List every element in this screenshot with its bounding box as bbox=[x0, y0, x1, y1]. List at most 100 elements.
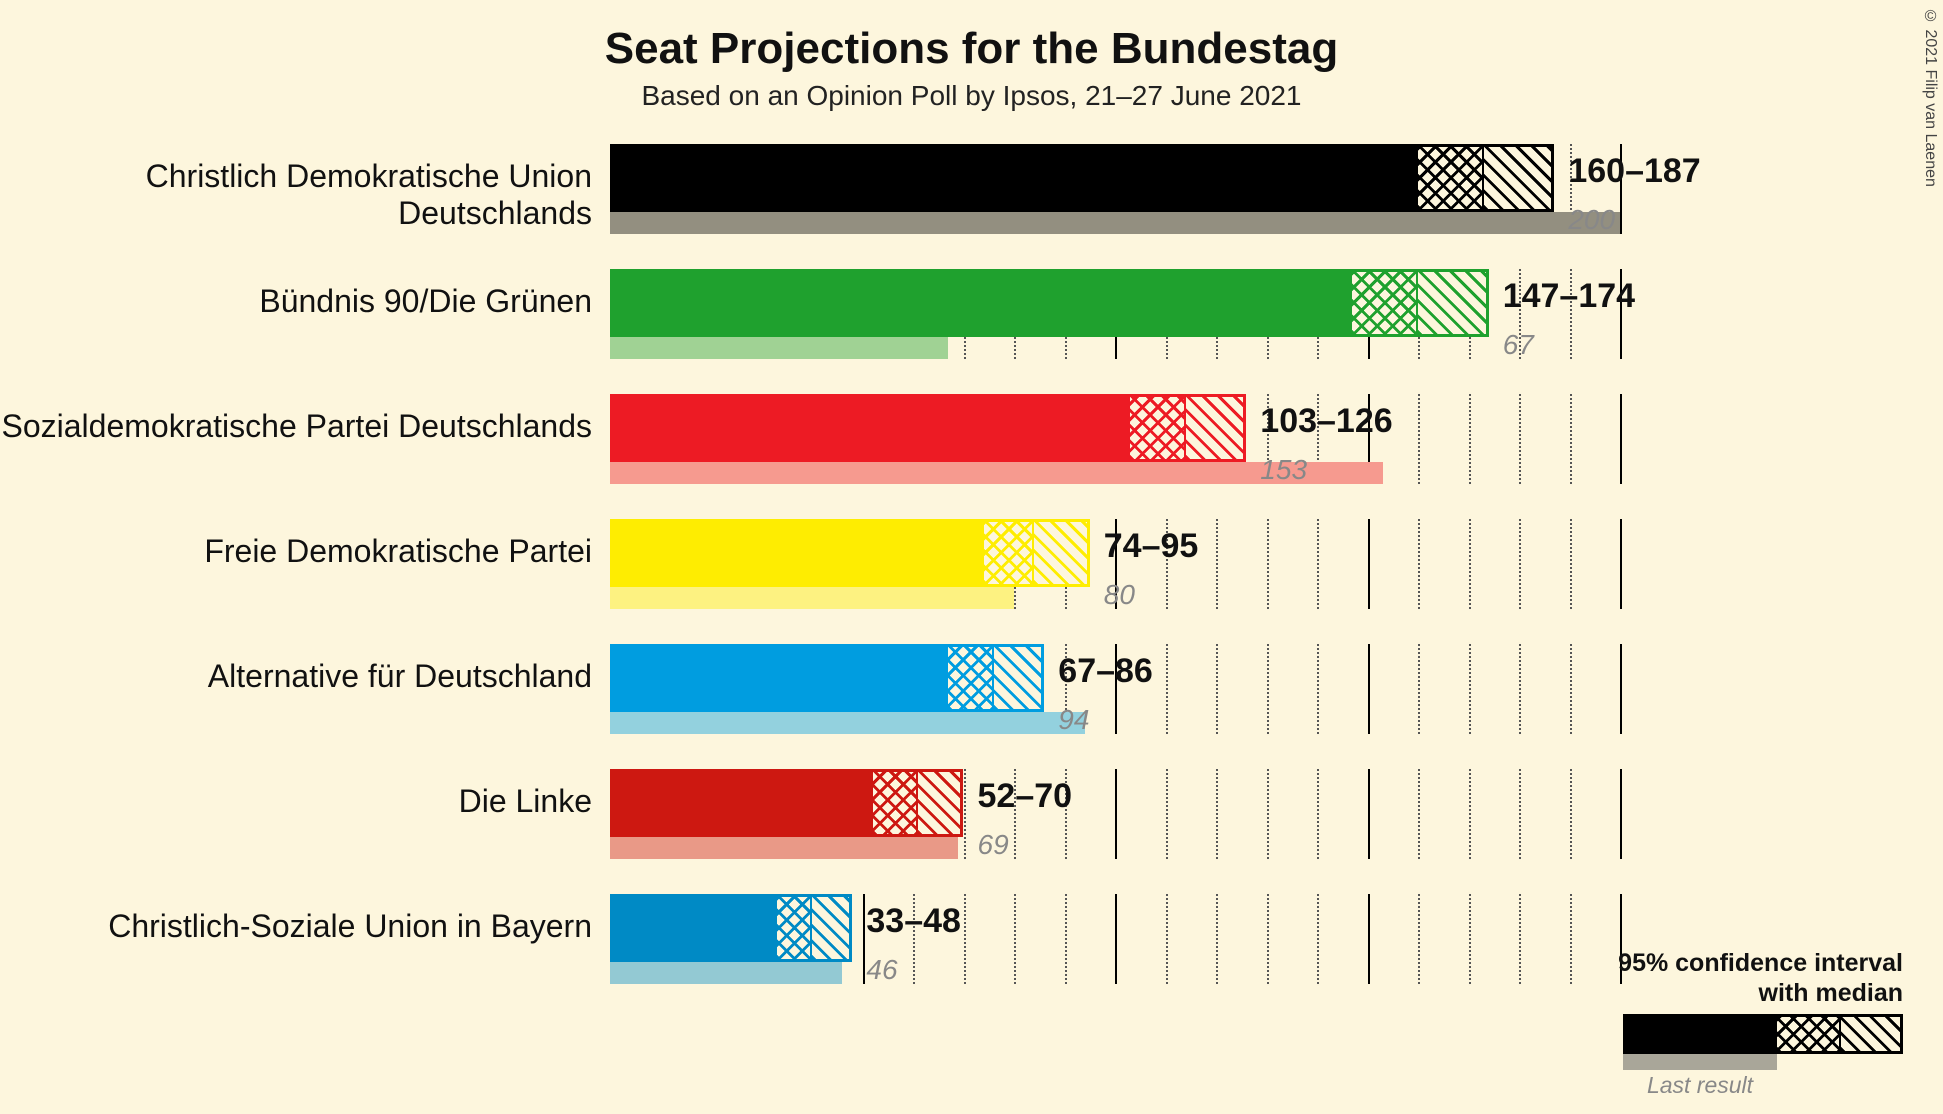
range-label: 147–174 bbox=[1503, 277, 1635, 316]
range-label: 52–70 bbox=[978, 777, 1073, 816]
range-label: 33–48 bbox=[866, 902, 961, 941]
gridline-major bbox=[1115, 894, 1117, 984]
gridline-minor bbox=[1216, 769, 1218, 859]
last-result-bar bbox=[610, 587, 1014, 609]
gridline-major bbox=[1368, 519, 1370, 609]
party-label: Alternative für Deutschland bbox=[0, 658, 592, 695]
range-label: 67–86 bbox=[1058, 652, 1153, 691]
projection-bar-crosshatch bbox=[777, 894, 812, 962]
gridline-major bbox=[1368, 769, 1370, 859]
projection-bar-solid bbox=[610, 769, 873, 837]
last-value-label: 46 bbox=[866, 954, 897, 986]
gridline-minor bbox=[1267, 769, 1269, 859]
gridline-minor bbox=[964, 769, 966, 859]
projection-bar-crosshatch bbox=[1418, 144, 1484, 212]
gridline-major bbox=[863, 894, 865, 984]
gridline-minor bbox=[1519, 894, 1521, 984]
gridline-minor bbox=[1570, 394, 1572, 484]
gridline-minor bbox=[1418, 894, 1420, 984]
legend-bar-solid bbox=[1623, 1014, 1777, 1054]
last-value-label: 200 bbox=[1568, 204, 1615, 236]
last-result-bar bbox=[610, 337, 948, 359]
gridline-minor bbox=[1166, 644, 1168, 734]
gridline-major bbox=[1368, 894, 1370, 984]
projection-bar-diag bbox=[1484, 144, 1555, 212]
gridline-major bbox=[1620, 394, 1622, 484]
gridline-minor bbox=[1570, 769, 1572, 859]
gridline-minor bbox=[1570, 519, 1572, 609]
last-result-bar bbox=[610, 712, 1085, 734]
gridline-minor bbox=[1570, 894, 1572, 984]
projection-bar-diag bbox=[1418, 269, 1489, 337]
projection-bar-diag bbox=[1034, 519, 1090, 587]
gridline-minor bbox=[1065, 894, 1067, 984]
gridline-minor bbox=[1317, 519, 1319, 609]
last-value-label: 67 bbox=[1503, 329, 1534, 361]
legend-last-label: Last result bbox=[1623, 1072, 1777, 1099]
gridline-minor bbox=[1166, 769, 1168, 859]
copyright-text: © 2021 Filip van Laenen bbox=[1921, 8, 1939, 187]
gridline-major bbox=[1115, 769, 1117, 859]
gridline-minor bbox=[1418, 644, 1420, 734]
gridline-minor bbox=[1519, 519, 1521, 609]
last-value-label: 69 bbox=[978, 829, 1009, 861]
gridline-minor bbox=[1469, 394, 1471, 484]
projection-bar-diag bbox=[812, 894, 852, 962]
party-label: Die Linke bbox=[0, 783, 592, 820]
gridline-minor bbox=[1469, 769, 1471, 859]
chart-title: Seat Projections for the Bundestag bbox=[0, 24, 1943, 74]
chart-root: Seat Projections for the BundestagBased … bbox=[0, 0, 1943, 1114]
gridline-minor bbox=[1216, 894, 1218, 984]
last-value-label: 94 bbox=[1058, 704, 1089, 736]
last-value-label: 80 bbox=[1104, 579, 1135, 611]
range-label: 74–95 bbox=[1104, 527, 1199, 566]
gridline-minor bbox=[1469, 894, 1471, 984]
gridline-major bbox=[1368, 644, 1370, 734]
projection-bar-solid bbox=[610, 519, 984, 587]
range-label: 160–187 bbox=[1568, 152, 1700, 191]
gridline-minor bbox=[1570, 644, 1572, 734]
projection-bar-crosshatch bbox=[873, 769, 918, 837]
range-label: 103–126 bbox=[1260, 402, 1392, 441]
gridline-major bbox=[1620, 644, 1622, 734]
gridline-minor bbox=[1317, 769, 1319, 859]
party-label: Christlich Demokratische Union Deutschla… bbox=[0, 158, 592, 232]
last-result-bar bbox=[610, 212, 1620, 234]
projection-bar-solid bbox=[610, 269, 1352, 337]
legend-last-bar bbox=[1623, 1054, 1777, 1070]
party-label: Freie Demokratische Partei bbox=[0, 533, 592, 570]
party-label: Sozialdemokratische Partei Deutschlands bbox=[0, 408, 592, 445]
last-result-bar bbox=[610, 962, 842, 984]
party-label: Bündnis 90/Die Grünen bbox=[0, 283, 592, 320]
projection-bar-crosshatch bbox=[1352, 269, 1418, 337]
gridline-minor bbox=[1216, 644, 1218, 734]
gridline-major bbox=[1620, 769, 1622, 859]
projection-bar-crosshatch bbox=[1130, 394, 1186, 462]
gridline-minor bbox=[1418, 519, 1420, 609]
projection-bar-solid bbox=[610, 644, 948, 712]
last-result-bar bbox=[610, 837, 958, 859]
party-label: Christlich-Soziale Union in Bayern bbox=[0, 908, 592, 945]
gridline-minor bbox=[1519, 644, 1521, 734]
gridline-minor bbox=[1418, 769, 1420, 859]
gridline-minor bbox=[1166, 894, 1168, 984]
gridline-minor bbox=[1418, 394, 1420, 484]
projection-bar-crosshatch bbox=[984, 519, 1035, 587]
projection-bar-diag bbox=[918, 769, 963, 837]
gridline-minor bbox=[1317, 644, 1319, 734]
gridline-minor bbox=[1267, 644, 1269, 734]
gridline-minor bbox=[1469, 644, 1471, 734]
legend-bar-crosshatch bbox=[1777, 1014, 1841, 1054]
projection-bar-diag bbox=[1186, 394, 1247, 462]
legend-bar-diag bbox=[1841, 1014, 1903, 1054]
gridline-minor bbox=[1267, 894, 1269, 984]
gridline-major bbox=[1620, 519, 1622, 609]
projection-bar-solid bbox=[610, 394, 1130, 462]
gridline-minor bbox=[1317, 894, 1319, 984]
gridline-minor bbox=[1267, 519, 1269, 609]
legend-title-line1: 95% confidence interval bbox=[1583, 948, 1903, 979]
projection-bar-crosshatch bbox=[948, 644, 993, 712]
legend-title-line2: with median bbox=[1583, 979, 1903, 1008]
gridline-minor bbox=[1519, 769, 1521, 859]
gridline-minor bbox=[964, 894, 966, 984]
